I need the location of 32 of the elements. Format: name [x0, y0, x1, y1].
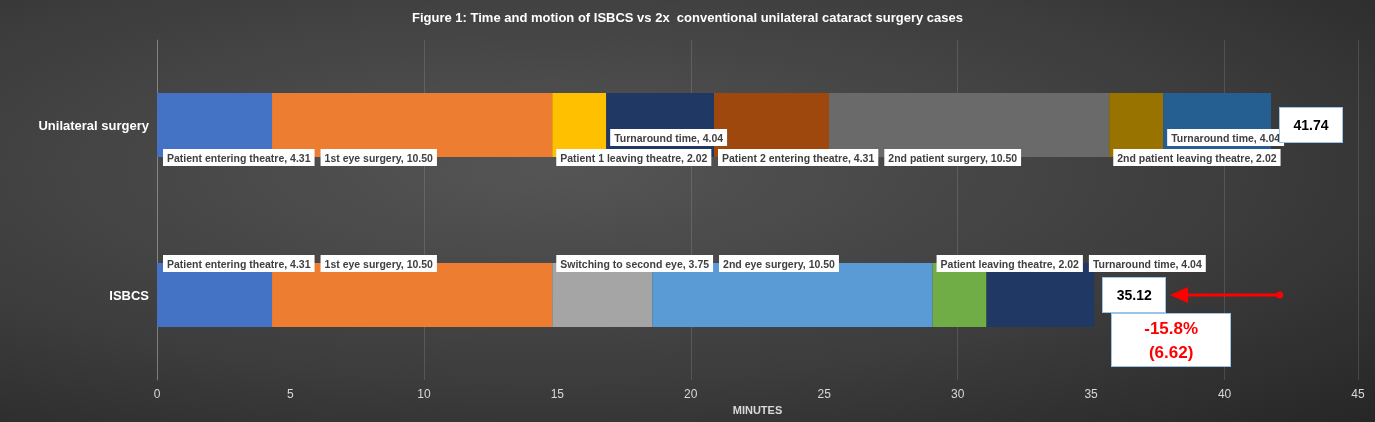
data-label: Turnaround time, 4.04	[614, 131, 724, 144]
x-tick-label: 45	[1351, 387, 1365, 401]
data-label: 1st eye surgery, 10.50	[324, 257, 434, 270]
data-label: Turnaround time, 4.04	[1171, 131, 1281, 144]
note-box: -15.8% (6.62)	[1111, 313, 1232, 367]
x-tick-label: 15	[550, 387, 565, 401]
data-label: 2nd patient surgery, 10.50	[888, 151, 1018, 164]
data-label: Switching to second eye, 3.75	[560, 257, 710, 270]
data-label: Turnaround time, 4.04	[1092, 257, 1202, 270]
data-label: Patient entering theatre, 4.31	[167, 257, 311, 270]
data-label: Patient entering theatre, 4.31	[167, 151, 311, 164]
chart-title: Figure 1: Time and motion of ISBCS vs 2x conventional unilateral cataract surgery cases	[412, 10, 963, 25]
x-tick-label: 25	[817, 387, 832, 401]
total-label: 41.74	[1278, 107, 1343, 143]
x-tick-label: 40	[1217, 387, 1232, 401]
data-label: 2nd patient leaving theatre, 2.02	[1117, 151, 1277, 164]
x-tick-label: 10	[417, 387, 431, 401]
y-tick-label: ISBCS	[109, 287, 150, 303]
y-tick-label: Unilateral surgery	[38, 117, 150, 133]
data-label: 2nd eye surgery, 10.50	[723, 257, 836, 270]
x-tick-label: 5	[287, 387, 295, 401]
annotation: -15.8% (6.62)	[1143, 318, 1200, 364]
data-label: Patient leaving theatre, 2.02	[940, 257, 1080, 270]
data-label: Patient 1 leaving theatre, 2.02	[560, 151, 708, 164]
data-label: 1st eye surgery, 10.50	[324, 151, 434, 164]
x-axis-title: MINUTES	[732, 404, 783, 417]
x-tick-label: 0	[153, 387, 161, 401]
x-tick-label: 30	[950, 387, 965, 401]
total-label: 35.12	[1102, 277, 1167, 313]
x-tick-label: 35	[1084, 387, 1099, 401]
x-tick-label: 20	[684, 387, 698, 401]
data-label: Patient 2 entering theatre, 4.31	[722, 151, 875, 164]
